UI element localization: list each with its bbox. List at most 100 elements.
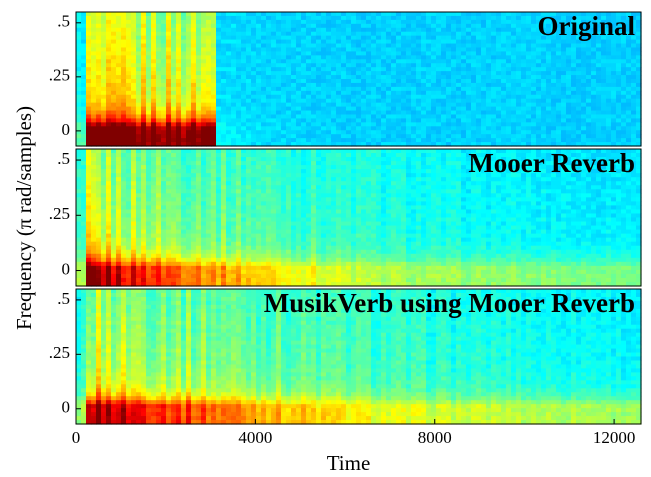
spectrogram-cell [91, 161, 97, 166]
spectrogram-cell [236, 79, 242, 84]
spectrogram-cell [201, 130, 207, 135]
spectrogram-cell [156, 238, 162, 243]
spectrogram-cell [276, 67, 282, 72]
spectrogram-cell [151, 226, 157, 231]
spectrogram-cell [346, 16, 352, 21]
spectrogram-cell [541, 44, 547, 49]
spectrogram-cell [506, 20, 512, 25]
spectrogram-cell [621, 111, 627, 116]
spectrogram-cell [181, 99, 187, 104]
spectrogram-cell [166, 185, 172, 190]
spectrogram-cell [191, 16, 197, 21]
spectrogram-cell [81, 122, 87, 127]
spectrogram-cell [391, 75, 397, 80]
spectrogram-cell [186, 189, 192, 194]
spectrogram-cell [616, 126, 622, 131]
spectrogram-cell [496, 67, 502, 72]
spectrogram-cell [151, 28, 157, 33]
spectrogram-cell [616, 111, 622, 116]
spectrogram-cell [366, 40, 372, 45]
spectrogram-cell [561, 99, 567, 104]
spectrogram-cell [236, 63, 242, 68]
spectrogram-cell [326, 138, 332, 143]
spectrogram-cell [506, 134, 512, 139]
spectrogram-cell [341, 67, 347, 72]
spectrogram-cell [101, 51, 107, 56]
spectrogram-cell [326, 99, 332, 104]
spectrogram-cell [556, 134, 562, 139]
spectrogram-cell [331, 12, 337, 17]
spectrogram-cell [236, 51, 242, 56]
spectrogram-cell [226, 165, 232, 170]
spectrogram-cell [411, 134, 417, 139]
spectrogram-cell [251, 83, 257, 88]
spectrogram-cell [431, 103, 437, 108]
spectrogram-cell [211, 189, 217, 194]
spectrogram-cell [336, 87, 342, 92]
spectrogram-cell [376, 59, 382, 64]
spectrogram-cell [536, 51, 542, 56]
spectrogram-cell [86, 55, 92, 60]
spectrogram-cell [206, 157, 212, 162]
spectrogram-cell [561, 138, 567, 143]
spectrogram-cell [486, 103, 492, 108]
spectrogram-cell [196, 205, 202, 210]
spectrogram-cell [221, 103, 227, 108]
spectrogram-cell [171, 201, 177, 206]
spectrogram-cell [536, 118, 542, 123]
spectrogram-cell [136, 201, 142, 206]
spectrogram-cell [371, 83, 377, 88]
spectrogram-cell [146, 67, 152, 72]
spectrogram-cell [361, 95, 367, 100]
spectrogram-cell [406, 130, 412, 135]
spectrogram-cell [436, 130, 442, 135]
spectrogram-cell [151, 91, 157, 96]
spectrogram-cell [381, 111, 387, 116]
spectrogram-cell [481, 122, 487, 127]
spectrogram-cell [231, 51, 237, 56]
spectrogram-cell [601, 126, 607, 131]
spectrogram-cell [206, 99, 212, 104]
spectrogram-cell [86, 254, 92, 259]
spectrogram-cell [376, 16, 382, 21]
spectrogram-cell [336, 71, 342, 76]
spectrogram-cell [361, 63, 367, 68]
spectrogram-cell [616, 118, 622, 123]
spectrogram-cell [341, 32, 347, 37]
spectrogram-cell [81, 118, 87, 123]
spectrogram-cell [191, 47, 197, 52]
spectrogram-cell [166, 266, 172, 271]
spectrogram-cell [391, 16, 397, 21]
spectrogram-cell [601, 44, 607, 49]
spectrogram-cell [471, 47, 477, 52]
spectrogram-cell [276, 28, 282, 33]
spectrogram-cell [421, 32, 427, 37]
spectrogram-cell [566, 95, 572, 100]
spectrogram-cell [431, 12, 437, 17]
spectrogram-cell [221, 79, 227, 84]
spectrogram-cell [296, 32, 302, 37]
spectrogram-cell [166, 87, 172, 92]
spectrogram-cell [526, 99, 532, 104]
spectrogram-cell [256, 79, 262, 84]
spectrogram-cell [596, 134, 602, 139]
spectrogram-cell [226, 173, 232, 178]
spectrogram-cell [251, 118, 257, 123]
spectrogram-cell [216, 63, 222, 68]
spectrogram-cell [181, 278, 187, 283]
spectrogram-cell [486, 91, 492, 96]
spectrogram-cell [356, 95, 362, 100]
spectrogram-cell [421, 47, 427, 52]
spectrogram-cell [466, 71, 472, 76]
spectrogram-cell [311, 126, 317, 131]
spectrogram-cell [176, 230, 182, 235]
spectrogram-cell [381, 95, 387, 100]
spectrogram-cell [226, 95, 232, 100]
spectrogram-cell [381, 71, 387, 76]
spectrogram-cell [141, 130, 147, 135]
spectrogram-cell [131, 254, 137, 259]
spectrogram-cell [91, 114, 97, 119]
spectrogram-cell [356, 114, 362, 119]
spectrogram-cell [181, 242, 187, 247]
spectrogram-cell [526, 118, 532, 123]
